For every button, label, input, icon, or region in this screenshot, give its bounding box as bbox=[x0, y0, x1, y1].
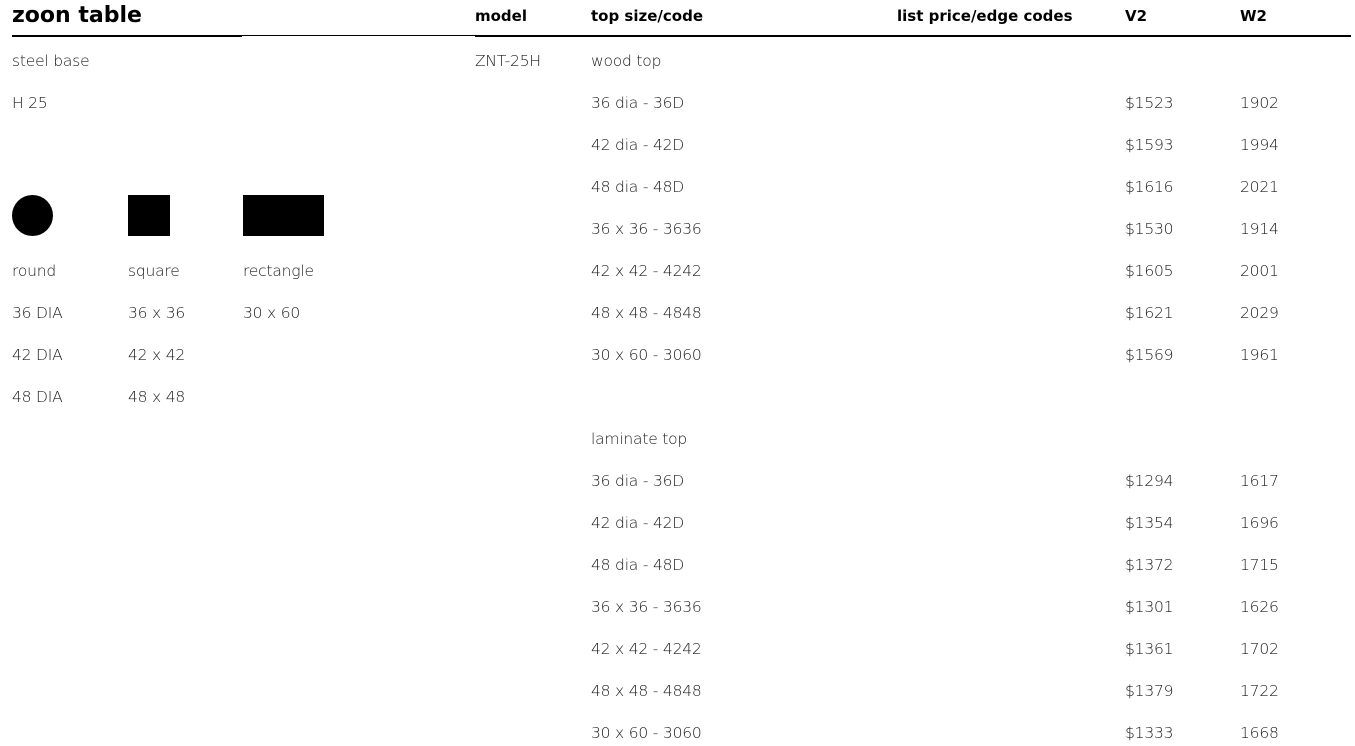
header-rule-left bbox=[12, 35, 242, 37]
table-row-w2: 1668 bbox=[1240, 724, 1279, 742]
table-row-v2: $1294 bbox=[1125, 472, 1174, 490]
table-row-v2: $1569 bbox=[1125, 346, 1174, 364]
table-row-size: 48 dia - 48D bbox=[591, 556, 684, 574]
rectangle-size: 30 x 60 bbox=[243, 304, 301, 322]
round-size: 48 DIA bbox=[12, 388, 63, 406]
table-row-size: 30 x 60 - 3060 bbox=[591, 346, 702, 364]
header-model: model bbox=[475, 7, 527, 25]
table-row-v2: $1523 bbox=[1125, 94, 1174, 112]
table-row-size: 42 dia - 42D bbox=[591, 514, 684, 532]
header-top-size-code: top size/code bbox=[591, 7, 703, 25]
table-row-size: 48 x 48 - 4848 bbox=[591, 682, 702, 700]
rectangle-shape-icon bbox=[243, 195, 324, 236]
table-row-v2: $1530 bbox=[1125, 220, 1174, 238]
shape-label-rectangle: rectangle bbox=[243, 262, 314, 280]
group-label-laminate-top: laminate top bbox=[591, 430, 688, 448]
table-row-w2: 1715 bbox=[1240, 556, 1279, 574]
square-size: 42 x 42 bbox=[128, 346, 186, 364]
group-label-wood-top: wood top bbox=[591, 52, 662, 70]
table-row-size: 36 x 36 - 3636 bbox=[591, 220, 702, 238]
table-row-v2: $1593 bbox=[1125, 136, 1174, 154]
table-row-size: 30 x 60 - 3060 bbox=[591, 724, 702, 742]
table-row-size: 42 x 42 - 4242 bbox=[591, 262, 702, 280]
table-row-w2: 1994 bbox=[1240, 136, 1279, 154]
table-row-w2: 1902 bbox=[1240, 94, 1279, 112]
header-w2: W2 bbox=[1240, 7, 1267, 25]
table-row-size: 48 dia - 48D bbox=[591, 178, 684, 196]
table-row-size: 36 dia - 36D bbox=[591, 472, 684, 490]
header-rule-right bbox=[475, 35, 1351, 37]
table-row-size: 48 x 48 - 4848 bbox=[591, 304, 702, 322]
page-title: zoon table bbox=[12, 3, 142, 28]
shape-label-round: round bbox=[12, 262, 57, 280]
header-v2: V2 bbox=[1125, 7, 1148, 25]
base-label: steel base bbox=[12, 52, 90, 70]
table-row-v2: $1333 bbox=[1125, 724, 1174, 742]
table-row-size: 36 x 36 - 3636 bbox=[591, 598, 702, 616]
table-row-size: 42 dia - 42D bbox=[591, 136, 684, 154]
square-size: 36 x 36 bbox=[128, 304, 186, 322]
model-code: ZNT-25H bbox=[475, 52, 541, 70]
table-row-v2: $1372 bbox=[1125, 556, 1174, 574]
table-row-v2: $1605 bbox=[1125, 262, 1174, 280]
height-label: H 25 bbox=[12, 94, 48, 112]
table-row-size: 36 dia - 36D bbox=[591, 94, 684, 112]
table-row-w2: 2029 bbox=[1240, 304, 1279, 322]
table-row-w2: 1617 bbox=[1240, 472, 1279, 490]
table-row-v2: $1301 bbox=[1125, 598, 1174, 616]
table-row-w2: 1914 bbox=[1240, 220, 1279, 238]
square-size: 48 x 48 bbox=[128, 388, 186, 406]
shape-label-square: square bbox=[128, 262, 180, 280]
table-row-w2: 1722 bbox=[1240, 682, 1279, 700]
table-row-w2: 1961 bbox=[1240, 346, 1279, 364]
round-size: 42 DIA bbox=[12, 346, 63, 364]
square-shape-icon bbox=[128, 195, 170, 236]
table-row-v2: $1379 bbox=[1125, 682, 1174, 700]
table-row-w2: 2001 bbox=[1240, 262, 1279, 280]
table-row-w2: 1696 bbox=[1240, 514, 1279, 532]
table-row-v2: $1616 bbox=[1125, 178, 1174, 196]
table-row-v2: $1361 bbox=[1125, 640, 1174, 658]
table-row-w2: 1702 bbox=[1240, 640, 1279, 658]
header-list-price-edge-codes: list price/edge codes bbox=[897, 7, 1073, 25]
round-size: 36 DIA bbox=[12, 304, 63, 322]
table-row-w2: 1626 bbox=[1240, 598, 1279, 616]
table-row-w2: 2021 bbox=[1240, 178, 1279, 196]
round-shape-icon bbox=[12, 195, 53, 236]
table-row-v2: $1621 bbox=[1125, 304, 1174, 322]
header-rule-middle bbox=[242, 35, 475, 36]
table-row-v2: $1354 bbox=[1125, 514, 1174, 532]
table-row-size: 42 x 42 - 4242 bbox=[591, 640, 702, 658]
